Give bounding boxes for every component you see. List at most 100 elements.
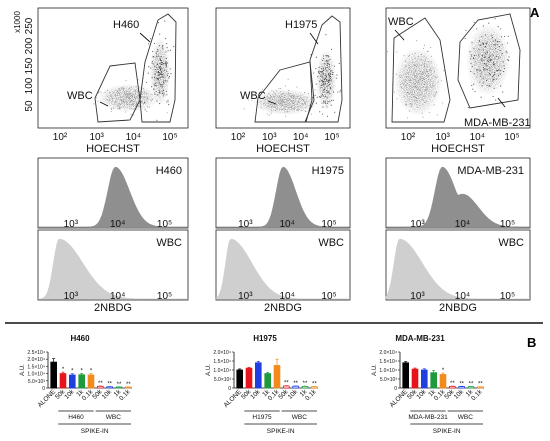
event-dot: [305, 107, 307, 109]
group-label: H460: [68, 414, 84, 421]
event-dot: [502, 61, 504, 63]
event-dot: [275, 107, 277, 109]
event-dot: [506, 52, 508, 54]
significance-mark: **: [459, 381, 464, 387]
category-label: 0.1k: [118, 388, 132, 402]
event-dot: [499, 49, 501, 51]
event-dot: [158, 91, 161, 94]
y-axis-label: A.U.: [206, 364, 212, 376]
event-dot: [273, 91, 275, 93]
event-dot: [330, 88, 332, 90]
event-dot: [330, 87, 332, 89]
y-tick-label: 200: [24, 37, 35, 54]
event-dot: [117, 105, 119, 107]
event-dot: [470, 70, 472, 73]
event-dot: [324, 81, 326, 83]
event-dot: [329, 70, 332, 72]
event-dot: [486, 85, 488, 87]
event-dot: [416, 98, 418, 100]
event-dot: [247, 99, 249, 101]
event-dot: [308, 93, 310, 95]
event-dot: [142, 103, 144, 105]
event-dot: [153, 77, 156, 79]
event-dot: [118, 92, 120, 94]
event-dot: [407, 117, 409, 119]
y-tick-label: 0: [228, 386, 231, 392]
event-dot: [407, 92, 409, 94]
event-dot: [159, 65, 161, 68]
event-dot: [163, 83, 165, 85]
event-dot: [302, 98, 304, 101]
x-axis-label: 2NBDG: [94, 302, 132, 314]
bar-ALONE: [236, 369, 244, 389]
event-dot: [280, 105, 282, 107]
event-dot: [251, 94, 253, 96]
event-dot: [331, 99, 333, 102]
event-dot: [302, 103, 304, 106]
event-dot: [150, 67, 152, 69]
event-dot: [508, 56, 510, 58]
event-dot: [482, 44, 484, 46]
event-dot: [482, 42, 484, 45]
event-dot: [329, 73, 331, 75]
event-dot: [479, 81, 481, 83]
event-dot: [280, 87, 282, 89]
event-dot: [125, 93, 127, 95]
event-cloud: [150, 38, 170, 106]
event-dot: [163, 74, 165, 76]
event-dot: [386, 50, 388, 53]
event-dot: [417, 88, 419, 90]
event-dot: [322, 89, 324, 91]
event-dot: [263, 102, 265, 105]
event-dot: [156, 71, 158, 73]
event-dot: [166, 80, 168, 82]
event-dot: [134, 90, 136, 92]
event-dot: [316, 96, 318, 98]
event-dot: [406, 104, 408, 106]
event-dot: [324, 74, 326, 76]
event-dot: [269, 94, 272, 96]
histogram-area: [38, 166, 188, 228]
event-dot: [127, 96, 129, 98]
event-dot: [268, 93, 270, 95]
event-dot: [425, 69, 427, 71]
event-dot: [271, 109, 273, 112]
event-dot: [473, 48, 475, 50]
event-dot: [106, 98, 108, 101]
event-dot: [322, 57, 324, 60]
bar-50k: [245, 367, 253, 389]
event-dot: [310, 98, 312, 100]
event-dot: [167, 62, 169, 64]
event-dot: [424, 59, 426, 61]
event-dot: [326, 70, 328, 72]
histogram-area: [37, 238, 188, 300]
event-dot: [98, 91, 100, 93]
event-dot: [464, 37, 466, 39]
event-dot: [156, 50, 158, 52]
event-dot: [415, 100, 417, 102]
x-tick-label: 10⁵: [504, 132, 519, 143]
event-dot: [327, 55, 329, 57]
event-dot: [132, 104, 134, 106]
event-dot: [297, 109, 299, 111]
event-dot: [319, 111, 321, 113]
event-dot: [162, 45, 164, 47]
event-dot: [443, 70, 445, 72]
event-dot: [130, 107, 132, 110]
event-dot: [292, 97, 294, 99]
event-dot: [469, 51, 471, 53]
event-dot: [154, 65, 156, 67]
event-dot: [136, 95, 138, 98]
event-dot: [490, 60, 492, 62]
x-tick-label: 10⁵: [500, 219, 515, 230]
event-dot: [407, 72, 409, 74]
event-dot: [436, 76, 438, 78]
event-dot: [157, 49, 159, 51]
event-dot: [296, 86, 298, 88]
event-dot: [165, 65, 167, 67]
event-dot: [275, 90, 277, 92]
event-dot: [165, 58, 167, 60]
event-dot: [505, 50, 507, 52]
event-dot: [273, 103, 275, 106]
event-dot: [163, 76, 165, 78]
